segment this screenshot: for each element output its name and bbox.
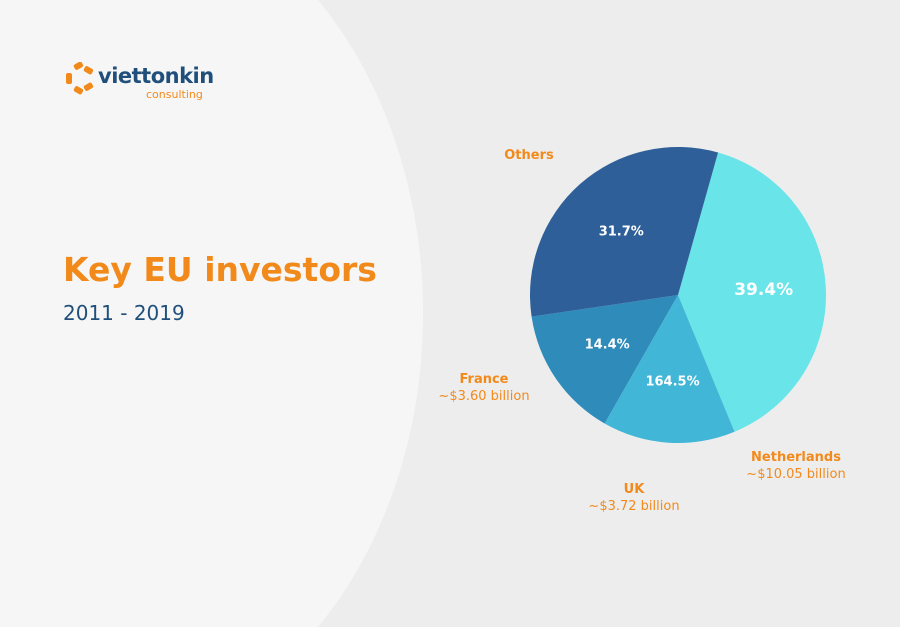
pie-slice-uk	[604, 295, 735, 443]
page-title: Key EU investors	[63, 250, 377, 289]
label-france: France ~$3.60 billion	[438, 372, 530, 404]
data-label-others: 31.7%	[599, 225, 644, 240]
label-netherlands: Netherlands ~$10.05 billion	[746, 450, 846, 482]
data-label-france: 14.4%	[585, 337, 630, 352]
pie-slice-netherlands	[678, 152, 827, 432]
logo-name: viettonkin	[98, 64, 214, 88]
pie-slice-france	[531, 295, 678, 424]
data-label-uk: 164.5%	[645, 375, 699, 390]
pie-slice-others	[530, 146, 719, 317]
logo-mark-icon	[66, 61, 94, 95]
page-subtitle: 2011 - 2019	[63, 301, 185, 325]
data-label-netherlands: 39.4%	[734, 280, 793, 300]
label-others: Others	[504, 148, 554, 163]
logo: viettonkin consulting	[64, 61, 214, 101]
label-uk: UK ~$3.72 billion	[588, 482, 680, 514]
logo-subtitle: consulting	[146, 88, 203, 101]
